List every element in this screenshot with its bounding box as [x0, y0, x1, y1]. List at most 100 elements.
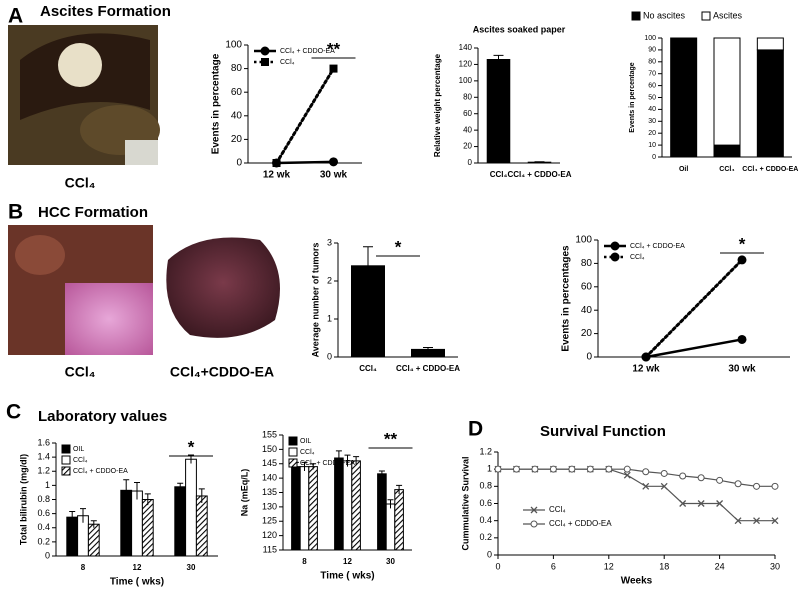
- y-tick-label: 0.4: [479, 515, 492, 525]
- panel-title: Laboratory values: [38, 408, 167, 425]
- y-axis-label: Events in percentage: [629, 62, 636, 133]
- marker: [642, 482, 650, 490]
- chart-title: Ascites soaked paper: [473, 24, 566, 34]
- bar: [87, 523, 100, 557]
- panel-title: Survival Function: [540, 423, 666, 440]
- y-tick-label: 0.8: [479, 481, 492, 491]
- y-tick-label: 1.2: [479, 446, 492, 456]
- legend-label: No ascites: [643, 10, 686, 20]
- bar: [377, 473, 387, 551]
- x-tick-label: 30 wk: [320, 170, 348, 181]
- y-tick-label: 0.6: [37, 508, 50, 518]
- panel-title: Ascites Formation: [40, 3, 171, 20]
- error-bar: [144, 493, 151, 506]
- y-tick-label: 0: [468, 158, 473, 167]
- error-bar: [134, 482, 140, 500]
- y-tick-label: 20: [231, 134, 243, 145]
- series-line: [275, 67, 335, 165]
- error-bar: [310, 463, 317, 470]
- bar: [351, 460, 361, 551]
- series-line: [498, 468, 775, 487]
- legend-label: CCl₄: [630, 254, 645, 261]
- error-bar: [123, 479, 130, 501]
- x-tick-label: 30: [187, 563, 196, 572]
- marker: [605, 465, 613, 473]
- bar: [385, 503, 396, 551]
- y-tick-label: 20: [463, 142, 472, 151]
- y-tick-label: 0: [45, 550, 50, 560]
- y-tick-label: 80: [648, 59, 656, 66]
- x-tick-label: 8: [81, 563, 86, 572]
- y-axis-label: Cummulative Survival: [460, 456, 470, 550]
- marker: [610, 252, 620, 262]
- y-tick-label: 145: [262, 458, 277, 468]
- error-bar: [353, 456, 360, 466]
- bar: [141, 499, 154, 557]
- y-tick-label: 2: [327, 275, 332, 285]
- bar: [131, 490, 143, 557]
- error-bar: [423, 347, 433, 352]
- legend-label: OIL: [73, 446, 84, 453]
- panel-label: B: [8, 201, 23, 224]
- marker: [734, 480, 742, 488]
- marker: [549, 465, 557, 473]
- legend-swatch: [288, 447, 298, 457]
- x-tick-label: CCl₄: [359, 364, 377, 373]
- error-bar: [387, 499, 394, 509]
- y-tick-label: 1: [327, 313, 332, 323]
- marker: [660, 482, 668, 490]
- x-tick-label: CCl₄: [719, 166, 734, 173]
- bar: [291, 466, 301, 551]
- panel-label: D: [468, 418, 483, 441]
- marker: [737, 334, 747, 344]
- y-tick-label: 130: [262, 501, 277, 511]
- bar-segment: [670, 37, 698, 158]
- x-tick-label: CCl₄ + CDDO-EA: [742, 166, 798, 173]
- bar-segment: [756, 49, 784, 158]
- x-axis-label: Weeks: [621, 576, 653, 587]
- series-line: [276, 160, 334, 165]
- bar: [185, 458, 197, 557]
- y-tick-label: 60: [648, 82, 656, 89]
- y-tick-label: 140: [459, 43, 473, 52]
- error-bar: [363, 246, 373, 285]
- y-tick-label: 40: [648, 106, 656, 113]
- legend-label: CCl₄ + CDDO-EA: [549, 519, 612, 528]
- series-line: [498, 468, 775, 522]
- marker: [753, 517, 760, 525]
- annotation: **: [327, 39, 341, 58]
- marker: [329, 157, 338, 167]
- annotation: *: [188, 437, 195, 456]
- y-tick-label: 0.8: [37, 494, 50, 504]
- y-tick-label: 3: [327, 237, 332, 247]
- x-tick-label: 30: [386, 557, 395, 566]
- y-tick-label: 125: [262, 516, 277, 526]
- marker: [512, 465, 520, 473]
- y-tick-label: 100: [644, 35, 656, 42]
- marker: [716, 476, 724, 484]
- y-tick-label: 100: [575, 235, 592, 246]
- panel-title: HCC Formation: [38, 204, 148, 221]
- error-bar: [335, 450, 342, 466]
- x-axis-label: Time ( wks): [110, 577, 164, 588]
- error-bar: [534, 161, 545, 163]
- y-tick-label: 20: [648, 130, 656, 137]
- x-tick-label: 12: [133, 563, 142, 572]
- y-tick-label: 1.6: [37, 437, 50, 447]
- y-tick-label: 0.4: [37, 522, 50, 532]
- photo-caption: CCl₄: [65, 364, 96, 380]
- marker: [261, 58, 269, 66]
- bar: [486, 59, 511, 164]
- x-tick-label: 6: [551, 561, 556, 571]
- marker: [734, 517, 742, 525]
- y-tick-label: 40: [581, 305, 593, 316]
- annotation: **: [384, 429, 398, 448]
- y-tick-label: 60: [231, 87, 243, 98]
- y-axis-label: Relative weight percentage: [433, 53, 442, 157]
- y-tick-label: 0: [487, 549, 492, 559]
- x-tick-label: Oil: [679, 166, 688, 173]
- marker: [697, 474, 705, 482]
- error-bar: [80, 508, 86, 523]
- error-bar: [344, 454, 351, 467]
